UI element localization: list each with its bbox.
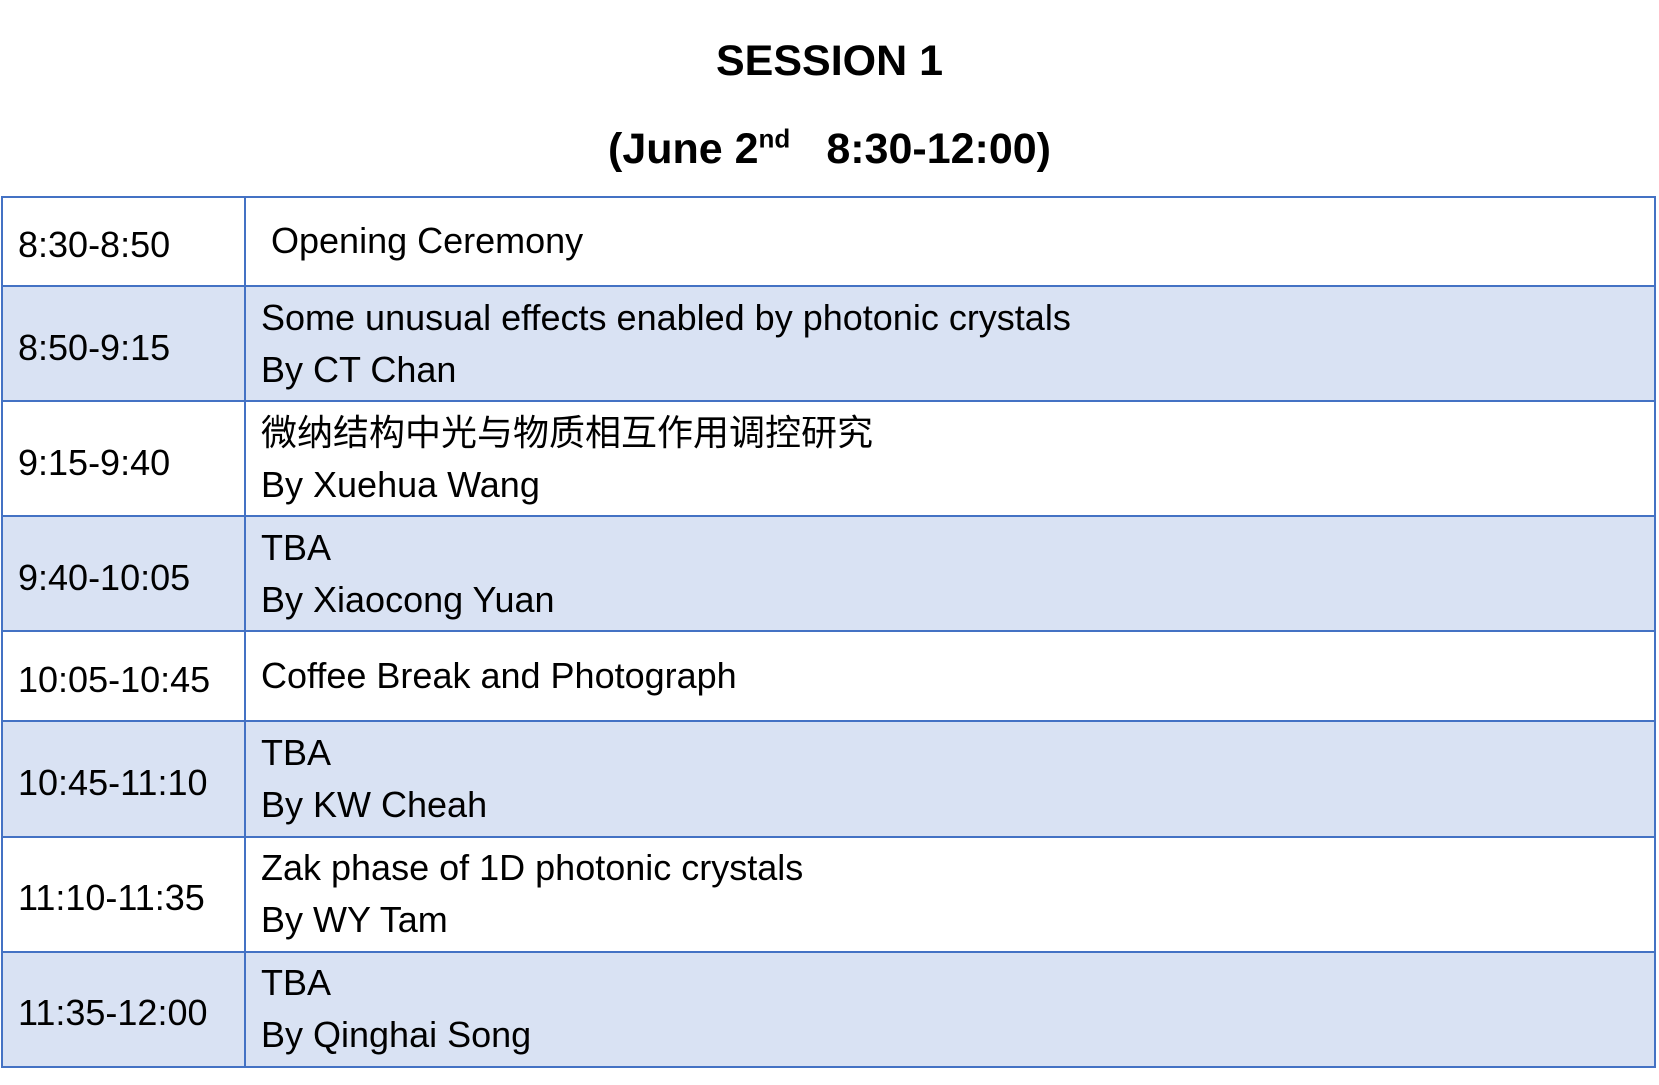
date-ordinal-suffix: nd (758, 123, 791, 154)
date-prefix: (June 2 (608, 125, 759, 173)
event-title: TBA (261, 731, 332, 773)
event-cell: TBA By KW Cheah (244, 720, 1656, 838)
event-title: Opening Ceremony (271, 220, 584, 262)
time-cell: 9:40-10:05 (1, 515, 246, 633)
schedule-row: 10:05-10:45 Coffee Break and Photograph (1, 630, 1656, 723)
event-title: Zak phase of 1D photonic crystals (261, 847, 804, 889)
event-cell: Zak phase of 1D photonic crystals By WY … (244, 835, 1656, 953)
schedule-row: 8:50-9:15 Some unusual effects enabled b… (1, 284, 1656, 403)
event-cell: TBA By Xiaocong Yuan (244, 515, 1656, 633)
event-title: Some unusual effects enabled by photonic… (261, 296, 1071, 338)
event-speaker: By KW Cheah (261, 783, 488, 825)
event-speaker: By Xiaocong Yuan (261, 578, 555, 620)
event-title: 微纳结构中光与物质相互作用调控研究 (261, 411, 874, 453)
time-cell: 11:35-12:00 (1, 950, 246, 1069)
event-cell: Some unusual effects enabled by photonic… (244, 284, 1656, 403)
time-cell: 11:10-11:35 (1, 835, 246, 953)
event-speaker: By CT Chan (261, 348, 457, 390)
event-cell: TBA By Qinghai Song (244, 950, 1656, 1069)
schedule-row: 9:15-9:40 微纳结构中光与物质相互作用调控研究 By Xuehua Wa… (1, 400, 1656, 518)
schedule-row: 11:35-12:00 TBA By Qinghai Song (1, 950, 1656, 1069)
schedule-row: 8:30-8:50 Opening Ceremony (1, 196, 1656, 287)
event-title: Coffee Break and Photograph (261, 655, 737, 697)
event-speaker: By Xuehua Wang (261, 463, 540, 505)
time-cell: 10:45-11:10 (1, 720, 246, 838)
event-cell: 微纳结构中光与物质相互作用调控研究 By Xuehua Wang (244, 400, 1656, 518)
schedule-row: 11:10-11:35 Zak phase of 1D photonic cry… (1, 835, 1656, 953)
event-cell: Coffee Break and Photograph (244, 630, 1656, 723)
time-cell: 8:50-9:15 (1, 284, 246, 403)
event-speaker: By Qinghai Song (261, 1014, 532, 1056)
schedule-table: 8:30-8:50 Opening Ceremony 8:50-9:15 Som… (1, 196, 1656, 1069)
schedule-row: 10:45-11:10 TBA By KW Cheah (1, 720, 1656, 838)
event-cell: Opening Ceremony (244, 196, 1656, 287)
time-cell: 10:05-10:45 (1, 630, 246, 723)
event-speaker: By WY Tam (261, 899, 448, 941)
schedule-row: 9:40-10:05 TBA By Xiaocong Yuan (1, 515, 1656, 633)
session-date-time: (June 2nd 8:30-12:00) (0, 125, 1659, 173)
session-time-range: 8:30-12:00) (826, 125, 1051, 173)
event-title: TBA (261, 962, 332, 1004)
event-title: TBA (261, 526, 332, 568)
time-cell: 9:15-9:40 (1, 400, 246, 518)
session-title: SESSION 1 (715, 37, 944, 85)
time-cell: 8:30-8:50 (1, 196, 246, 287)
